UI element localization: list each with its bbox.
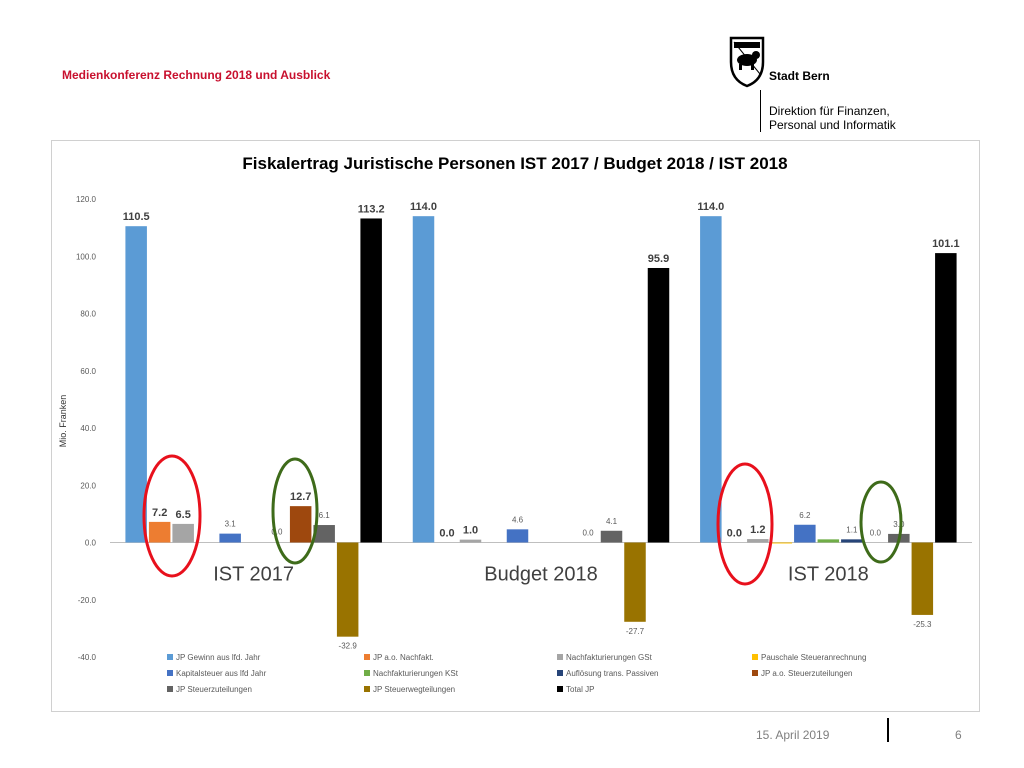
- legend-entry: JP a.o. Steuerzuteilungen: [761, 669, 852, 678]
- highlight-circle: [716, 462, 774, 586]
- legend-swatch: [557, 654, 563, 660]
- bar-chart: Fiskalertrag Juristische Personen IST 20…: [58, 154, 972, 694]
- data-label: 95.9: [648, 253, 669, 265]
- data-label: 7.2: [152, 507, 167, 519]
- bar: [794, 524, 816, 543]
- legend-swatch: [557, 686, 563, 692]
- bar: [506, 529, 529, 543]
- data-label: 114.0: [697, 201, 724, 213]
- highlight-circle: [142, 454, 202, 578]
- department-name: Direktion für Finanzen, Personal und Inf…: [769, 104, 896, 132]
- data-label: 6.1: [319, 511, 331, 520]
- y-tick-label: 40.0: [80, 424, 96, 433]
- bar: [911, 542, 934, 615]
- data-label: 6.2: [799, 511, 811, 520]
- legend-entry: Pauschale Steueranrechnung: [761, 653, 866, 662]
- organisation-name: Stadt Bern: [769, 69, 830, 83]
- bar: [624, 542, 646, 622]
- data-label: 0.0: [439, 528, 454, 540]
- highlight-circle: [271, 457, 319, 565]
- legend-entry: JP a.o. Nachfakt.: [373, 653, 434, 662]
- legend-entry: JP Gewinn aus lfd. Jahr: [176, 653, 261, 662]
- bar: [747, 539, 769, 543]
- y-tick-label: 0.0: [85, 539, 97, 548]
- legend-swatch: [752, 670, 758, 676]
- bar: [148, 521, 171, 543]
- data-label: -27.7: [626, 627, 645, 636]
- legend-entry: Total JP: [566, 685, 594, 694]
- bar: [336, 542, 359, 637]
- legend-swatch: [167, 686, 173, 692]
- legend-swatch: [364, 654, 370, 660]
- chart-title: Fiskalertrag Juristische Personen IST 20…: [242, 154, 787, 173]
- data-label: 0.0: [870, 529, 882, 538]
- data-label: -32.9: [339, 642, 358, 651]
- legend-swatch: [364, 670, 370, 676]
- data-label: 113.2: [358, 203, 385, 215]
- bar: [172, 523, 194, 543]
- bar: [360, 218, 382, 543]
- bar: [459, 539, 482, 543]
- y-tick-label: -40.0: [78, 653, 97, 662]
- chart-container: Fiskalertrag Juristische Personen IST 20…: [51, 140, 980, 712]
- data-label: 3.1: [225, 520, 237, 529]
- data-label: -25.3: [913, 620, 932, 629]
- bar: [125, 226, 147, 543]
- bar: [817, 539, 840, 543]
- header-divider: [760, 90, 761, 132]
- bar: [412, 216, 435, 543]
- data-label: 110.5: [123, 211, 150, 223]
- category-label: Budget 2018: [484, 564, 597, 586]
- legend-swatch: [364, 686, 370, 692]
- y-tick-label: -20.0: [78, 596, 97, 605]
- bar: [219, 533, 241, 543]
- footer-separator: [887, 718, 889, 742]
- bar: [289, 506, 312, 543]
- category-label: IST 2017: [213, 564, 294, 586]
- y-tick-label: 120.0: [76, 195, 97, 204]
- data-label: 114.0: [410, 201, 437, 213]
- bar: [841, 539, 863, 543]
- bar: [700, 216, 722, 543]
- data-label: 0.0: [727, 528, 742, 540]
- legend-swatch: [557, 670, 563, 676]
- legend-entry: Auflösung trans. Passiven: [566, 669, 659, 678]
- data-label: 101.1: [932, 238, 960, 250]
- data-label: 1.1: [846, 525, 858, 534]
- bar: [647, 267, 670, 543]
- bar: [313, 525, 335, 543]
- legend-entry: Kapitalsteuer aus lfd Jahr: [176, 669, 267, 678]
- y-axis-label: Mio. Franken: [58, 395, 68, 448]
- footer-date: 15. April 2019: [756, 728, 830, 742]
- data-label: 3.0: [893, 520, 905, 529]
- data-label: 12.7: [290, 491, 311, 503]
- legend-swatch: [167, 654, 173, 660]
- data-label: 0.0: [271, 528, 283, 537]
- bern-coat-of-arms-logo: [729, 36, 765, 88]
- data-label: 1.0: [463, 525, 478, 537]
- highlight-circle: [859, 480, 903, 564]
- legend-swatch: [167, 670, 173, 676]
- page-number: 6: [955, 728, 962, 742]
- legend-entry: JP Steuerwegteilungen: [373, 685, 455, 694]
- bar: [600, 530, 623, 543]
- legend-entry: Nachfakturierungen KSt: [373, 669, 459, 678]
- bar: [935, 253, 957, 543]
- legend-entry: JP Steuerzuteilungen: [176, 685, 252, 694]
- y-tick-label: 20.0: [80, 481, 96, 490]
- y-tick-label: 80.0: [80, 310, 96, 319]
- data-label: 6.5: [176, 509, 191, 521]
- category-label: IST 2018: [788, 564, 869, 586]
- data-label: 1.2: [750, 524, 765, 536]
- data-label: 4.6: [512, 515, 524, 524]
- conference-title: Medienkonferenz Rechnung 2018 und Ausbli…: [62, 68, 331, 82]
- data-label: 4.1: [606, 517, 618, 526]
- legend-entry: Nachfakturierungen GSt: [566, 653, 653, 662]
- legend-swatch: [752, 654, 758, 660]
- bar: [770, 542, 793, 544]
- data-label: 0.0: [582, 529, 594, 538]
- y-tick-label: 60.0: [80, 367, 96, 376]
- y-tick-label: 100.0: [76, 252, 97, 261]
